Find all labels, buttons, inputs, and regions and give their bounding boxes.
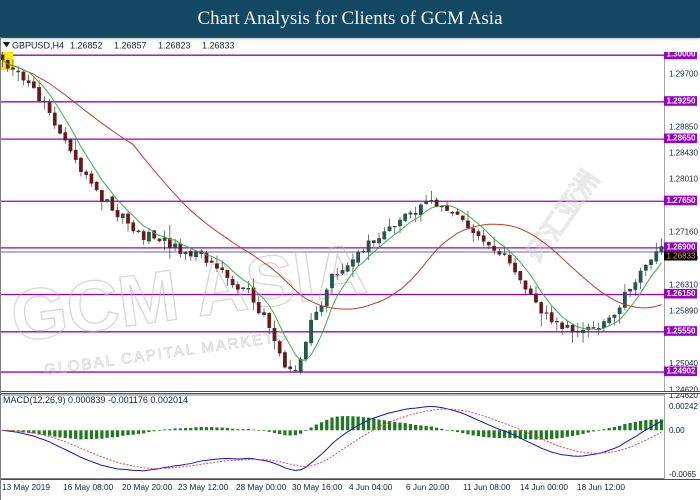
svg-text:1.29700: 1.29700 <box>669 70 698 79</box>
svg-text:1.26833: 1.26833 <box>667 251 696 260</box>
svg-text:1.28430: 1.28430 <box>669 149 698 158</box>
svg-text:1.26857: 1.26857 <box>114 41 147 51</box>
svg-text:1.26900: 1.26900 <box>667 242 696 251</box>
svg-text:1.28850: 1.28850 <box>669 122 698 131</box>
svg-text:1.30000: 1.30000 <box>667 52 696 59</box>
svg-text:1.24620: 1.24620 <box>669 394 698 400</box>
svg-text:6 Jun 20:00: 6 Jun 20:00 <box>406 482 450 492</box>
svg-text:30 May 16:00: 30 May 16:00 <box>292 482 343 492</box>
svg-text:0.00: 0.00 <box>669 426 685 435</box>
svg-text:18 Jun 12:00: 18 Jun 12:00 <box>577 482 625 492</box>
svg-text:MACD(12,26,9) 0.000839 -0.0011: MACD(12,26,9) 0.000839 -0.001176 0.00201… <box>3 395 188 405</box>
svg-text:28 May 00:00: 28 May 00:00 <box>236 482 287 492</box>
svg-text:1.26852: 1.26852 <box>70 41 103 51</box>
svg-text:-0.0065: -0.0065 <box>669 470 697 479</box>
svg-text:1.27160: 1.27160 <box>669 227 698 236</box>
svg-text:1.28010: 1.28010 <box>669 175 698 184</box>
svg-text:16 May 08:00: 16 May 08:00 <box>63 482 114 492</box>
svg-text:0.00242: 0.00242 <box>669 402 698 411</box>
svg-text:11 Jun 08:00: 11 Jun 08:00 <box>463 482 511 492</box>
svg-text:13 May 2019: 13 May 2019 <box>2 482 50 492</box>
svg-text:23 May 12:00: 23 May 12:00 <box>178 482 229 492</box>
svg-text:1.24620: 1.24620 <box>669 385 698 391</box>
svg-text:20 May 20:00: 20 May 20:00 <box>122 482 173 492</box>
svg-text:4 Jun 04:00: 4 Jun 04:00 <box>349 482 393 492</box>
svg-text:1.27650: 1.27650 <box>667 196 696 205</box>
svg-text:1.29250: 1.29250 <box>667 96 696 105</box>
svg-text:1.24902: 1.24902 <box>667 367 696 376</box>
svg-text:1.26823: 1.26823 <box>158 41 191 51</box>
svg-text:1.28650: 1.28650 <box>667 134 696 143</box>
svg-text:1.26310: 1.26310 <box>669 280 698 289</box>
svg-text:14 Jun 00:00: 14 Jun 00:00 <box>520 482 568 492</box>
svg-text:1.26833: 1.26833 <box>202 41 235 51</box>
svg-text:1.25550: 1.25550 <box>667 326 696 335</box>
svg-text:1.25890: 1.25890 <box>669 306 698 315</box>
svg-text:GBPUSD,H4: GBPUSD,H4 <box>12 41 64 51</box>
svg-text:1.26150: 1.26150 <box>667 289 696 298</box>
